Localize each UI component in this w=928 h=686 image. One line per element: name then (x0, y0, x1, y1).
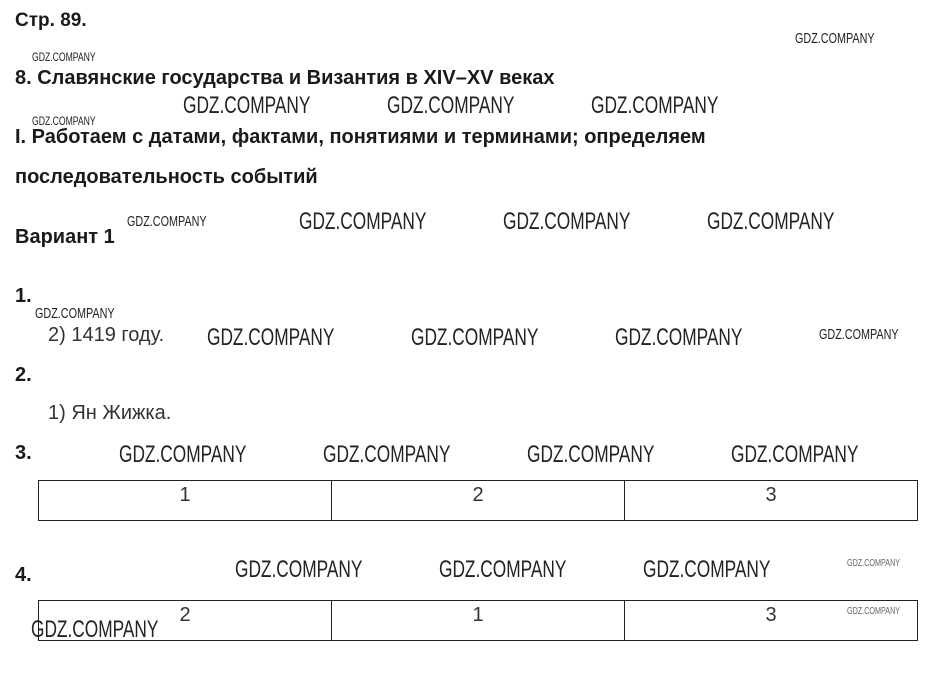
watermark: GDZ.COMPANY (707, 208, 835, 235)
watermark: GDZ.COMPANY (795, 30, 875, 47)
section-title-line1: I. Работаем с датами, фактами, понятиями… (15, 126, 706, 148)
watermark: GDZ.COMPANY (847, 606, 901, 617)
task-3-number: 3. (15, 442, 32, 464)
watermark: GDZ.COMPANY (31, 616, 159, 643)
watermark: GDZ.COMPANY (591, 92, 719, 119)
table-cell: 1 (331, 600, 625, 641)
table-cell: 3 (624, 600, 918, 641)
task-4-number: 4. (15, 564, 32, 586)
table-cell: 2 (38, 600, 332, 641)
section-title-line2: последовательность событий (15, 166, 318, 188)
watermark: GDZ.COMPANY (819, 326, 899, 343)
watermark: GDZ.COMPANY (731, 441, 859, 468)
watermark: GDZ.COMPANY (32, 114, 96, 128)
task-4-table: 2 1 3 (38, 600, 918, 641)
chapter-title: 8. Славянские государства и Византия в X… (15, 67, 555, 89)
table-cell: 1 (38, 480, 332, 521)
task-1-answer: 2) 1419 году. (48, 324, 165, 346)
watermark: GDZ.COMPANY (235, 556, 363, 583)
task-2-number: 2. (15, 364, 32, 386)
watermark: GDZ.COMPANY (207, 324, 335, 351)
watermark: GDZ.COMPANY (439, 556, 567, 583)
watermark: GDZ.COMPANY (127, 213, 207, 230)
watermark: GDZ.COMPANY (615, 324, 743, 351)
watermark: GDZ.COMPANY (527, 441, 655, 468)
table-cell: 2 (331, 480, 625, 521)
variant-label: Вариант 1 (15, 226, 115, 248)
task-3-table: 1 2 3 (38, 480, 918, 521)
watermark: GDZ.COMPANY (387, 92, 515, 119)
task-2-answer: 1) Ян Жижка. (48, 402, 172, 424)
watermark: GDZ.COMPANY (299, 208, 427, 235)
watermark: GDZ.COMPANY (32, 50, 96, 64)
task-1-number: 1. (15, 285, 32, 307)
watermark: GDZ.COMPANY (35, 305, 115, 322)
watermark: GDZ.COMPANY (183, 92, 311, 119)
table-cell: 3 (624, 480, 918, 521)
page-label: Стр. 89. (15, 10, 87, 31)
watermark: GDZ.COMPANY (411, 324, 539, 351)
watermark: GDZ.COMPANY (503, 208, 631, 235)
watermark: GDZ.COMPANY (847, 558, 901, 569)
watermark: GDZ.COMPANY (119, 441, 247, 468)
watermark: GDZ.COMPANY (643, 556, 771, 583)
watermark: GDZ.COMPANY (323, 441, 451, 468)
